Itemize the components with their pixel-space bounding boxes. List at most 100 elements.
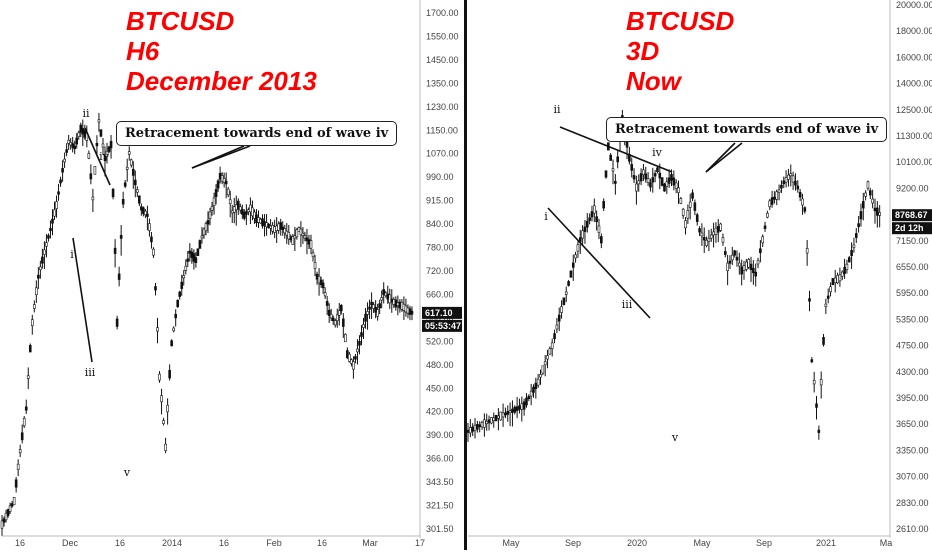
right-candle-body [588,217,591,221]
right-candle-body [649,182,652,188]
left-candle-body [35,287,38,296]
right-candle-body [857,223,860,228]
right-candle-body [555,324,559,330]
left-candle-body [331,317,335,322]
right-candle-body [829,286,832,293]
left-candle-body [400,301,404,310]
left-candle-body [53,209,56,217]
right-candle-body [684,220,687,229]
right-candle-body [738,262,741,267]
left-candle-body [172,327,175,332]
left-candle-body [376,309,379,317]
right-y-tick-label: 14000.00 [896,79,932,89]
right-candle-body [609,154,612,161]
left-candle-body [192,253,196,262]
left-candle-body [67,139,70,144]
left-x-tick-label: 16 [115,538,125,548]
left-candle-body [360,332,363,337]
left-candle-body [148,223,151,231]
right-y-tick-label: 11300.00 [896,131,932,141]
left-candle-body [24,406,28,411]
right-candle-body [791,175,795,183]
right-candle-body [866,181,870,189]
left-candle-body [265,222,268,228]
left-y-tick-label: 480.00 [426,360,454,370]
right-candle-body [805,248,809,254]
right-candle-body [553,333,556,340]
right-candle-body [716,226,720,233]
left-candle-body [368,306,371,310]
left-candle-body [239,206,242,211]
left-candle-body [279,222,283,230]
right-candle-body [707,237,711,242]
left-candle-body [257,217,260,223]
left-candle-body [323,292,327,297]
right-wave-label-iii: iii [622,298,633,311]
right-candle-body [665,181,669,187]
right-candle-body [723,251,727,255]
left-candle-body [366,311,369,315]
right-x-tick-label: Ma [880,538,893,548]
right-candle-body [784,177,788,183]
left-candle-body [269,225,272,229]
right-candle-body [637,180,641,185]
right-candle-body [752,267,755,274]
right-candle-body [597,225,601,233]
right-candle-body [698,228,701,233]
left-candle-body [73,145,77,150]
right-candle-body [691,192,694,199]
right-candle-body [831,278,835,286]
right-candle-body [770,197,774,205]
left-candle-body [232,206,236,213]
left-candle-body [121,199,125,205]
right-candle-body [695,214,699,222]
left-candle-body [174,314,177,319]
left-countdown-tag [422,319,462,332]
right-candle-body [812,380,816,385]
left-wave-label-iv: iv [99,150,110,163]
right-candle-body [693,202,697,211]
left-candle-body [190,251,194,258]
right-candle-body [766,213,769,218]
right-candle-body [850,249,853,257]
left-candle-body [356,348,359,353]
panel-divider [464,0,467,550]
left-candle-body [275,225,278,231]
right-candle-body [803,207,807,212]
left-candle-body [398,301,402,309]
right-candle-body [476,424,479,430]
right-candle-body [560,306,563,313]
right-candle-body [485,421,489,424]
right-callout: Retracement towards end of wave iv [606,117,888,142]
left-x-tick-label: 16 [317,538,327,548]
left-candle-body [133,179,137,186]
right-candle-body [487,419,491,424]
left-candle-body [186,258,190,262]
right-y-tick-label: 3350.00 [896,445,929,455]
left-candle-body [97,119,101,123]
left-candle-body [339,305,343,312]
left-candle-body [140,206,143,211]
right-candle-body [768,200,772,208]
left-y-tick-label: 520.00 [426,336,454,346]
left-candle-body [77,132,81,137]
left-candle-body [273,226,276,233]
right-candle-body [674,182,678,189]
right-candle-body [543,361,547,366]
right-candle-body [534,382,538,390]
left-candle-body [386,293,390,300]
left-candle-body [198,240,202,249]
left-candle-body [224,180,228,185]
right-candle-body [789,173,793,177]
left-candle-body [337,310,341,316]
right-y-tick-label: 4750.00 [896,341,929,351]
left-candle-body [382,289,386,295]
left-candle-body [372,304,375,309]
right-candle-body [499,411,503,421]
left-candle-body [204,223,208,232]
right-countdown-tag [892,222,932,235]
right-y-tick-label: 4300.00 [896,367,929,377]
left-candle-body [245,211,248,215]
left-candle-body [348,353,351,362]
